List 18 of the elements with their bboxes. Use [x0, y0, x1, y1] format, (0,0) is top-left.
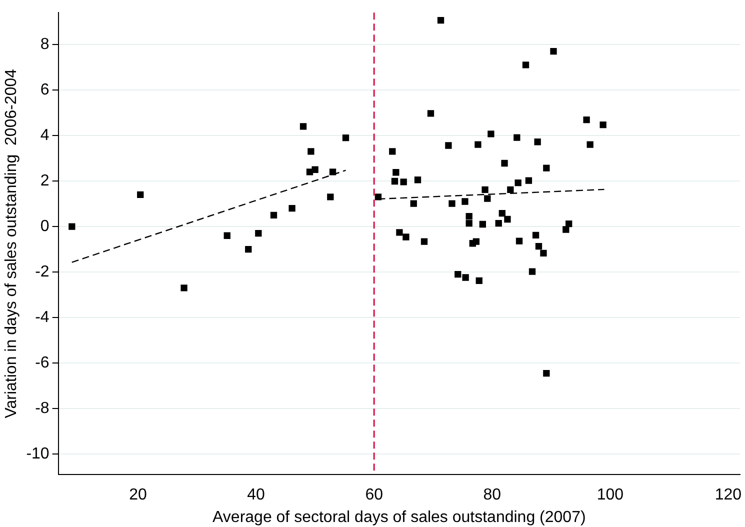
y-tick-label: -8 [35, 400, 50, 418]
y-tick-label: -10 [26, 446, 50, 463]
x-tick-label: 60 [365, 486, 384, 504]
x-tick-label: 40 [247, 486, 266, 504]
x-tick-label: 80 [483, 486, 502, 504]
x-tick-label: 100 [596, 486, 624, 504]
x-axis-title: Average of sectoral days of sales outstanding (2007) [212, 508, 586, 526]
y-tick-label: -2 [35, 263, 50, 280]
x-tick-label: 20 [129, 486, 147, 504]
y-tick-label: 6 [40, 81, 50, 98]
y-tick-label: 4 [40, 126, 50, 144]
y-axis-title: Variation in days of sales outstanding 2006-2004 [3, 68, 20, 418]
y-tick-label: 0 [40, 218, 50, 235]
x-tick-label: 120 [714, 486, 742, 504]
y-tick-label: -4 [35, 308, 50, 326]
y-tick-label: -6 [35, 354, 50, 372]
y-tick-label: 8 [40, 36, 50, 53]
y-tick-label: 2 [40, 172, 50, 190]
